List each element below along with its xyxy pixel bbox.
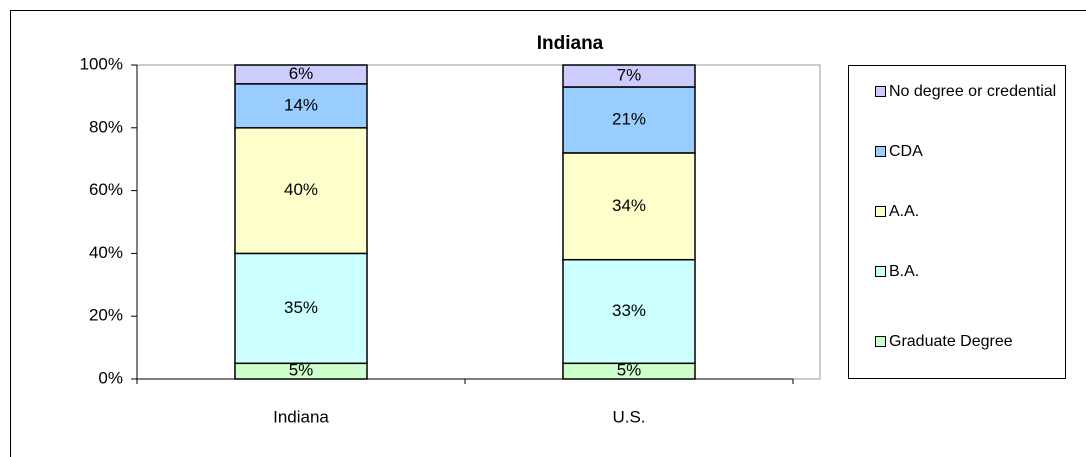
- legend-swatch: [875, 266, 886, 277]
- data-label: 21%: [612, 109, 646, 128]
- legend-entry: CDA: [875, 142, 1060, 161]
- bar-segment: [562, 64, 696, 88]
- y-tick-label: 20%: [89, 306, 123, 325]
- y-tick-label: 100%: [80, 54, 123, 73]
- bar-segment: [234, 127, 368, 255]
- legend-entry: A.A.: [875, 202, 1060, 221]
- legend-swatch: [875, 336, 886, 347]
- legend-entry: B.A.: [875, 262, 1060, 281]
- data-label: 7%: [617, 65, 642, 84]
- bar-segment: [562, 258, 696, 365]
- x-tick-label: Indiana: [273, 407, 329, 426]
- bar-segment: [234, 252, 368, 365]
- legend-swatch: [875, 146, 886, 157]
- legend-label: Graduate Degree: [889, 333, 1013, 350]
- legend-label: B.A.: [889, 263, 920, 280]
- data-label: 40%: [284, 180, 318, 199]
- bar-segment: [562, 86, 696, 154]
- data-label: 6%: [289, 64, 314, 83]
- y-tick-label: 0%: [98, 368, 123, 387]
- legend-entry: No degree or credential: [875, 82, 1060, 101]
- data-label: 14%: [284, 95, 318, 114]
- bar-segment: [562, 152, 696, 261]
- legend-entry: Graduate Degree: [875, 332, 1060, 351]
- legend-label: CDA: [889, 143, 923, 160]
- data-label: 5%: [617, 361, 642, 380]
- data-label: 34%: [612, 196, 646, 215]
- data-label: 5%: [289, 361, 314, 380]
- legend-label: A.A.: [889, 203, 920, 220]
- legend-swatch: [875, 86, 886, 97]
- legend: Graduate Degree B.A. A.A. CDA No degree or c…: [848, 65, 1066, 379]
- bar-segment: [234, 64, 368, 85]
- legend-label: No degree or credential: [889, 83, 1057, 100]
- x-tick-label: U.S.: [612, 407, 645, 426]
- y-tick-label: 60%: [89, 180, 123, 199]
- legend-swatch: [875, 206, 886, 217]
- data-label: 35%: [284, 298, 318, 317]
- y-tick-label: 80%: [89, 117, 123, 136]
- data-label: 33%: [612, 301, 646, 320]
- y-tick-label: 40%: [89, 243, 123, 262]
- chart-title: Indiana: [537, 33, 604, 54]
